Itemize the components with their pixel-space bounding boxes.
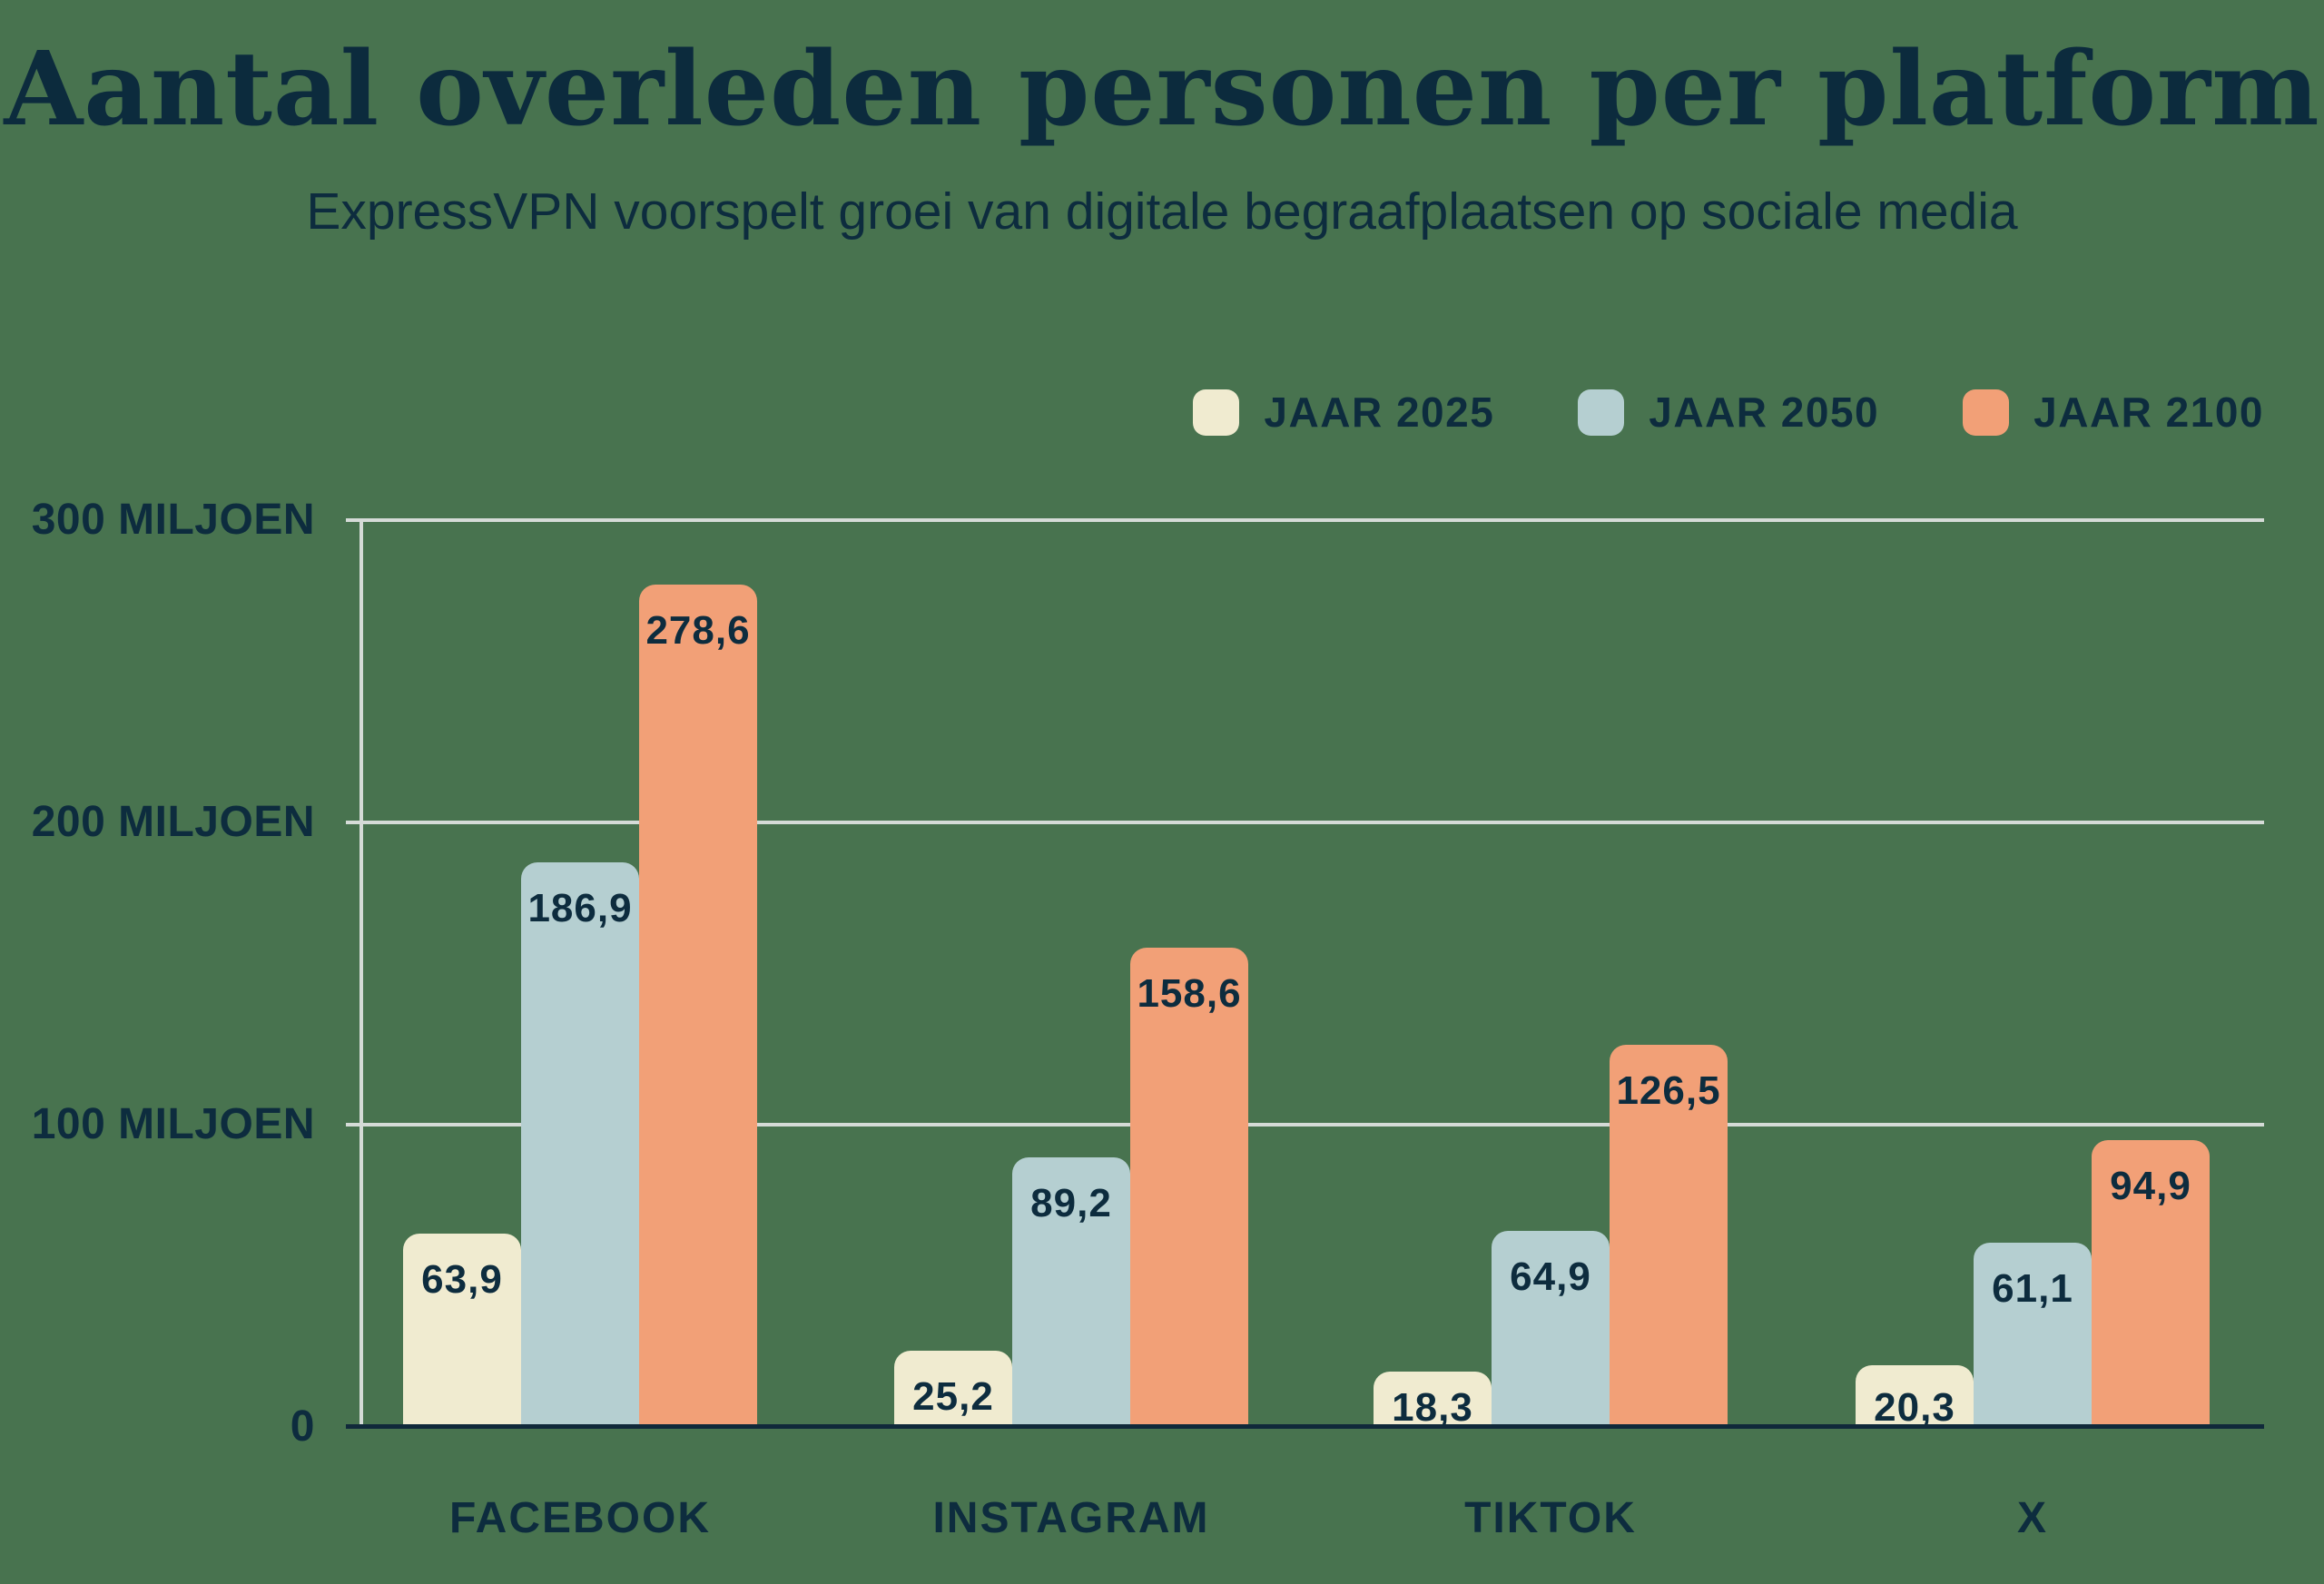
y-axis-tick-100: 100 MILJOEN: [31, 1100, 315, 1148]
chart-subtitle: ExpressVPN voorspelt groei van digitale …: [306, 182, 2018, 241]
bar-group-instagram: 25,2 89,2 158,6: [894, 948, 1248, 1427]
bar-value-label: 64,9: [1510, 1254, 1591, 1299]
legend-item-2050: JAAR 2050: [1578, 388, 1879, 437]
chart-title: Aantal overleden personen per platform: [4, 30, 2320, 149]
bar-value-label: 61,1: [1992, 1266, 2073, 1311]
x-axis-label-instagram: INSTAGRAM: [932, 1494, 1210, 1542]
bar-jaar-2100-instagram: 158,6: [1130, 948, 1248, 1427]
bar-jaar-2100-facebook: 278,6: [639, 585, 757, 1427]
legend-item-2025: JAAR 2025: [1193, 388, 1494, 437]
bar-value-label: 18,3: [1392, 1385, 1473, 1430]
bar-value-label: 278,6: [645, 608, 751, 653]
bar-value-label: 158,6: [1137, 971, 1242, 1016]
bar-value-label: 126,5: [1616, 1068, 1721, 1113]
bar-jaar-2025-instagram: 25,2: [894, 1351, 1012, 1427]
y-axis-tick-0: 0: [290, 1402, 315, 1451]
y-axis-line: [359, 520, 363, 1427]
gridline-300: [346, 518, 2264, 522]
bar-value-label: 89,2: [1030, 1181, 1112, 1225]
gridline-200: [346, 821, 2264, 824]
x-axis-label-tiktok: TIKTOK: [1464, 1494, 1637, 1542]
bar-group-facebook: 63,9 186,9 278,6: [403, 585, 757, 1427]
bar-jaar-2050-x: 61,1: [1974, 1243, 2092, 1427]
bar-jaar-2050-tiktok: 64,9: [1492, 1231, 1610, 1427]
bar-jaar-2100-x: 94,9: [2092, 1140, 2210, 1427]
gridline-100: [346, 1123, 2264, 1127]
bar-jaar-2025-tiktok: 18,3: [1374, 1372, 1492, 1430]
legend-label-2025: JAAR 2025: [1264, 389, 1495, 436]
plot-area: 63,9 186,9 278,6 25,2 89,2 158,6 18,3 64,9 126…: [346, 518, 2264, 1542]
legend-swatch-2100: [1963, 389, 2010, 436]
bar-jaar-2025-x: 20,3: [1856, 1365, 1974, 1430]
x-axis-label-x: X: [2016, 1494, 2048, 1542]
chart-legend: JAAR 2025 JAAR 2050 JAAR 2100: [1193, 389, 2264, 436]
bar-value-label: 25,2: [912, 1374, 994, 1419]
x-axis-line: [346, 1424, 2264, 1429]
bar-value-label: 94,9: [2110, 1164, 2191, 1208]
bar-value-label: 63,9: [421, 1257, 503, 1302]
bar-group-tiktok: 18,3 64,9 126,5: [1374, 1045, 1728, 1430]
legend-label-2100: JAAR 2100: [2034, 389, 2264, 436]
x-axis-label-facebook: FACEBOOK: [448, 1494, 711, 1542]
legend-swatch-2025: [1193, 389, 1240, 436]
legend-item-2100: JAAR 2100: [1963, 388, 2264, 437]
bar-jaar-2050-facebook: 186,9: [521, 862, 639, 1427]
bar-jaar-2050-instagram: 89,2: [1012, 1157, 1130, 1427]
bar-value-label: 186,9: [527, 886, 633, 930]
bar-jaar-2100-tiktok: 126,5: [1610, 1045, 1728, 1427]
y-axis-tick-200: 200 MILJOEN: [31, 798, 315, 846]
bar-group-x: 20,3 61,1 94,9: [1856, 1140, 2210, 1430]
bar-jaar-2025-facebook: 63,9: [403, 1234, 521, 1427]
legend-label-2050: JAAR 2050: [1649, 389, 1880, 436]
legend-swatch-2050: [1578, 389, 1625, 436]
y-axis-tick-300: 300 MILJOEN: [31, 496, 315, 544]
bar-value-label: 20,3: [1874, 1385, 1955, 1430]
